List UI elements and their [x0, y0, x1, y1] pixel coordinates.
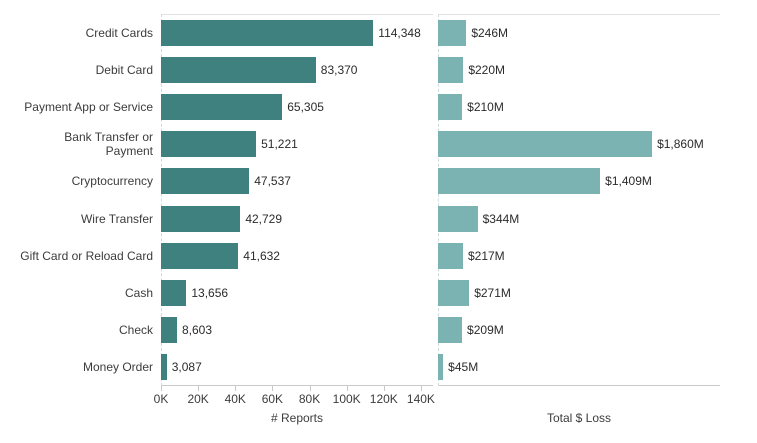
reports-bar[interactable] — [161, 94, 283, 120]
reports-plot-area — [161, 14, 433, 386]
x-axis-tick-label: 20K — [187, 392, 209, 406]
x-axis-tick-label: 140K — [406, 392, 435, 406]
category-label: Money Order — [82, 360, 153, 375]
reports-value-label: 41,632 — [243, 248, 280, 263]
x-axis-tick-mark — [309, 386, 311, 391]
loss-bar[interactable] — [438, 168, 601, 195]
x-axis-tick-mark — [272, 386, 274, 391]
reports-value-label: 65,305 — [287, 100, 324, 114]
reports-value-label: 47,537 — [254, 174, 291, 189]
reports-value-label: 13,656 — [191, 286, 229, 300]
category-label: Cryptocurrency — [71, 174, 153, 189]
category-label: Wire Transfer — [80, 211, 153, 226]
loss-value-label: $45M — [448, 360, 479, 375]
loss-value-label: $220M — [468, 62, 506, 77]
loss-value-label: $271M — [474, 286, 511, 300]
category-label: Payment App or Service — [24, 99, 153, 114]
reports-value-label: 51,221 — [261, 137, 298, 152]
x-axis-tick-mark — [420, 386, 422, 391]
loss-bar[interactable] — [438, 19, 467, 46]
loss-value-label: $344M — [482, 211, 520, 226]
reports-bar[interactable] — [161, 354, 167, 381]
loss-bar[interactable] — [438, 56, 464, 83]
x-axis-title-total-loss: Total $ Loss — [546, 411, 612, 425]
x-axis-tick-label: 100K — [332, 392, 361, 406]
loss-bar[interactable] — [438, 205, 478, 232]
reports-value-label: 3,087 — [171, 360, 202, 375]
category-label: Credit Cards — [85, 25, 153, 40]
reports-value-label: 8,603 — [181, 323, 212, 338]
loss-value-label: $217M — [467, 248, 505, 263]
reports-bar[interactable] — [161, 19, 374, 46]
loss-value-label: $1,409M — [605, 174, 652, 189]
x-axis-title-reports: # Reports — [270, 411, 324, 425]
x-axis-tick-mark — [235, 386, 237, 391]
loss-bar[interactable] — [438, 280, 470, 306]
x-axis-tick-mark — [161, 386, 162, 391]
reports-value-label: 114,348 — [378, 25, 421, 40]
reports-bar[interactable] — [161, 280, 187, 306]
loss-bar[interactable] — [438, 94, 463, 120]
loss-bar[interactable] — [438, 354, 444, 381]
category-label: Check — [118, 323, 153, 338]
loss-value-label: $246M — [471, 25, 509, 40]
reports-bar[interactable] — [161, 56, 316, 83]
category-label: Gift Card or Reload Card — [20, 248, 153, 263]
loss-value-label: $210M — [467, 100, 504, 114]
x-axis-tick-label: 120K — [369, 392, 398, 406]
x-axis-tick-label: 40K — [224, 392, 246, 406]
reports-bar[interactable] — [161, 131, 257, 158]
x-axis-tick-label: 0K — [153, 392, 169, 406]
category-label: Bank Transfer or Payment — [64, 130, 153, 159]
reports-bar[interactable] — [161, 205, 241, 232]
x-axis-tick-label: 80K — [298, 392, 321, 406]
x-axis-tick-mark — [198, 386, 200, 391]
reports-bar[interactable] — [161, 168, 250, 195]
reports-bar[interactable] — [161, 317, 177, 344]
loss-bar[interactable] — [438, 242, 463, 269]
loss-plot-area — [438, 14, 720, 386]
loss-bar[interactable] — [438, 317, 463, 344]
x-axis-tick-label: 60K — [261, 392, 284, 406]
reports-value-label: 83,370 — [320, 62, 358, 77]
loss-bar[interactable] — [438, 131, 653, 158]
x-axis-tick-mark — [383, 386, 385, 391]
category-label: Debit Card — [95, 62, 153, 77]
x-axis-tick-mark — [346, 386, 348, 391]
category-label: Cash — [124, 285, 153, 300]
reports-bar[interactable] — [161, 242, 239, 269]
loss-value-label: $209M — [467, 323, 504, 338]
loss-value-label: $1,860M — [657, 137, 704, 152]
reports-value-label: 42,729 — [245, 211, 283, 226]
